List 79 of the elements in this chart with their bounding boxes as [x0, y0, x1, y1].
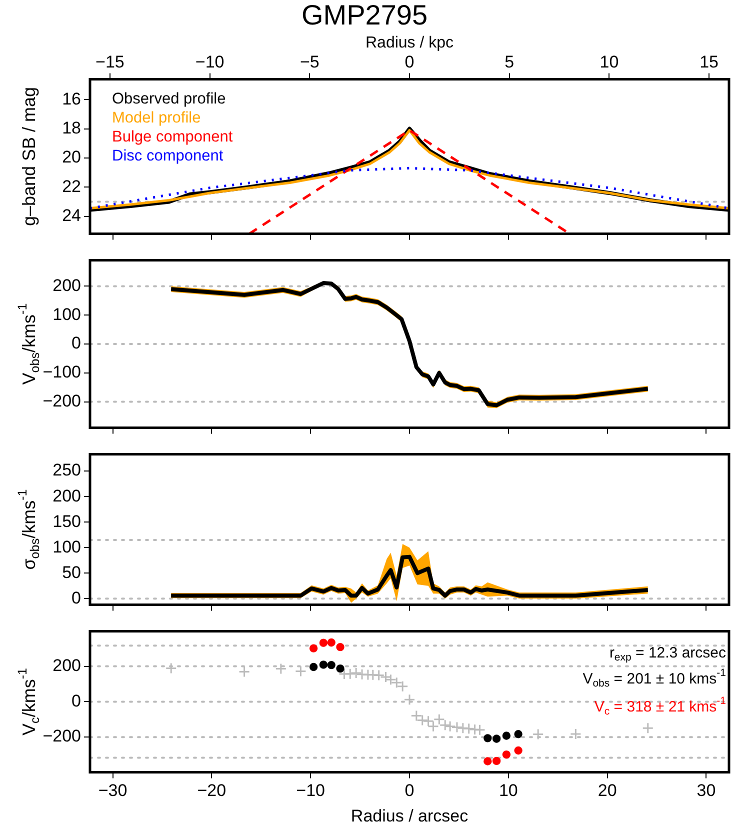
- point: [502, 750, 511, 759]
- x2-tick-label: 5: [504, 52, 514, 72]
- y-tick-label: 100: [52, 537, 81, 556]
- point: [336, 664, 344, 673]
- x-tick-label: 10: [498, 781, 518, 800]
- point: [404, 694, 416, 706]
- text: Bulge component: [112, 128, 234, 146]
- y-tick-label: 0: [72, 588, 81, 608]
- y-axis-title: Vc/kms-1: [15, 668, 42, 736]
- point: [451, 722, 463, 734]
- point: [463, 722, 475, 734]
- y-tick-label: 0: [72, 691, 81, 710]
- point: [502, 732, 511, 740]
- y-tick-label: −100: [42, 362, 81, 382]
- text: Observed profile: [112, 90, 226, 108]
- x-tick-label: 0: [404, 781, 414, 800]
- x-tick-label: −10: [296, 781, 326, 800]
- y-axis-title: σobs/kms-1: [15, 489, 42, 570]
- y-axis-title: Vobs/kms-1: [15, 303, 42, 385]
- x2-axis-title: Radius / kpc: [365, 34, 454, 52]
- point: [642, 722, 654, 734]
- point: [492, 734, 501, 743]
- x-tick-label: 20: [598, 781, 617, 800]
- y-tick-label: −200: [42, 726, 81, 746]
- point: [309, 662, 318, 672]
- point: [367, 669, 379, 681]
- point: [532, 728, 544, 740]
- y-tick-label: 24: [62, 206, 81, 225]
- point: [457, 722, 469, 734]
- y-tick-label: 0: [72, 334, 81, 353]
- x-tick-label: −30: [98, 781, 128, 800]
- y-tick-label: 200: [52, 486, 81, 506]
- text: Model profile: [112, 109, 201, 126]
- point: [238, 666, 250, 678]
- point: [294, 665, 306, 677]
- series-label: Disc component: [112, 147, 224, 164]
- y-tick-label: 250: [52, 460, 81, 480]
- y-tick-label: 22: [62, 176, 81, 196]
- point: [350, 667, 362, 679]
- point: [356, 668, 368, 680]
- point: [514, 730, 522, 738]
- x-tick-label: −20: [197, 781, 226, 800]
- x2-tick-label: 0: [404, 52, 414, 72]
- point: [444, 720, 456, 732]
- point: [319, 638, 328, 647]
- point: [484, 734, 492, 742]
- point: [165, 662, 177, 674]
- x-tick-label: 30: [696, 781, 716, 800]
- x2-tick-label: −10: [195, 52, 224, 72]
- x2-tick-label: 15: [700, 52, 718, 72]
- x2-tick-label: −5: [300, 52, 320, 72]
- point: [336, 642, 344, 652]
- line-series: [90, 166, 729, 210]
- chart-title: GMP2795: [301, 0, 428, 31]
- point: [319, 660, 328, 669]
- point: [327, 638, 336, 647]
- point: [484, 757, 492, 766]
- y-tick-label: 150: [52, 512, 81, 531]
- y-tick-label: −200: [42, 391, 81, 410]
- point: [344, 668, 356, 680]
- point: [275, 662, 287, 674]
- y-axis-title: g–band SB / mag: [18, 86, 39, 226]
- x2-tick-label: 10: [600, 52, 619, 72]
- point: [373, 670, 385, 682]
- y-tick-label: 50: [62, 562, 81, 582]
- point: [514, 746, 522, 755]
- y-tick-label: 18: [62, 118, 81, 138]
- point: [338, 668, 350, 680]
- y-tick-label: 16: [62, 89, 81, 108]
- y-tick-label: 200: [52, 656, 81, 676]
- y-tick-label: 100: [52, 304, 81, 324]
- y-tick-label: 200: [52, 276, 81, 295]
- x-axis-title: Radius / arcsec: [350, 806, 469, 826]
- x2-tick-label: −15: [96, 52, 124, 72]
- point: [309, 644, 318, 652]
- point: [492, 756, 501, 766]
- y-tick-label: 20: [62, 148, 81, 167]
- point: [570, 728, 582, 740]
- point: [327, 660, 336, 670]
